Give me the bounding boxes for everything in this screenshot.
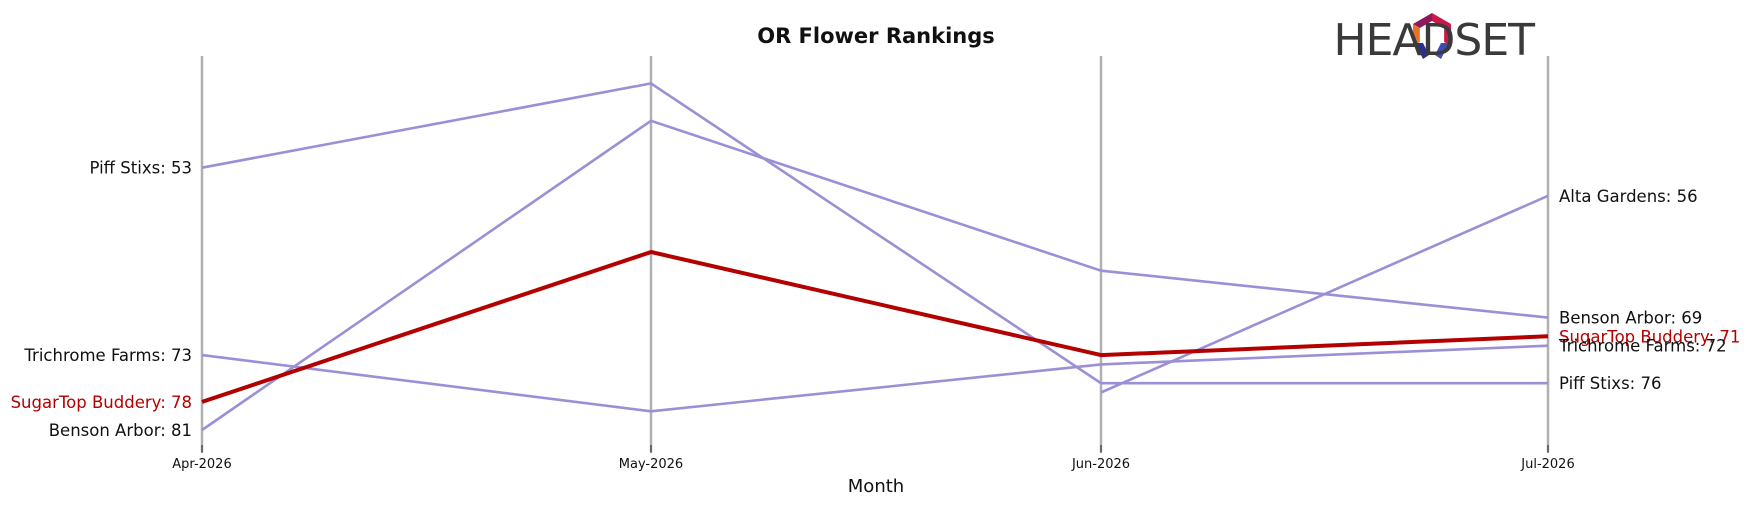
logo-segment	[1415, 43, 1429, 59]
series-line-sugartop-buddery	[201, 250, 1549, 404]
logo-segment	[1412, 13, 1432, 28]
series-line-alta-gardens	[1100, 194, 1549, 394]
x-axis-label: Month	[848, 476, 904, 497]
series-line-trichrome-farms	[201, 344, 1549, 413]
series-lines	[201, 82, 1549, 432]
month-gridlines	[200, 56, 1550, 453]
series-end-labels: Piff Stixs: 53 Trichrome Farms: 73 SugarTo…	[11, 159, 1741, 440]
end-label-benson-arbor: Benson Arbor: 69	[1559, 309, 1702, 328]
logo-text: HEADSET	[1334, 15, 1536, 66]
end-label-trichrome-farms: Trichrome Farms: 72	[1558, 337, 1727, 356]
logo-segment	[1444, 24, 1452, 46]
end-label-alta-gardens: Alta Gardens: 56	[1559, 187, 1698, 206]
x-tick-jul-2026: Jul-2026	[1520, 457, 1574, 472]
logo-segment	[1432, 13, 1452, 28]
x-tick-may-2026: May-2026	[619, 457, 683, 472]
x-tick-apr-2026: Apr-2026	[172, 457, 231, 472]
headset-logo: HEADSET	[1334, 13, 1536, 66]
end-label-sugartop-buddery: SugarTop Buddery: 71	[1559, 327, 1740, 346]
logo-segment	[1435, 43, 1449, 59]
chart-title: OR Flower Rankings	[757, 24, 995, 48]
series-line-piff-stixs	[201, 82, 1548, 385]
end-label-piff-stixs: Piff Stixs: 76	[1559, 374, 1661, 393]
start-label-trichrome-farms: Trichrome Farms: 73	[23, 346, 192, 365]
start-label-sugartop-buddery: SugarTop Buddery: 78	[11, 393, 192, 412]
x-tick-labels: Apr-2026 May-2026 Jun-2026 Jul-2026	[172, 457, 1574, 472]
headset-hexagon-logo-icon	[1412, 13, 1452, 59]
start-label-piff-stixs: Piff Stixs: 53	[90, 159, 192, 178]
logo-segment	[1412, 24, 1420, 46]
start-label-benson-arbor: Benson Arbor: 81	[49, 421, 192, 440]
x-tick-jun-2026: Jun-2026	[1071, 457, 1130, 472]
